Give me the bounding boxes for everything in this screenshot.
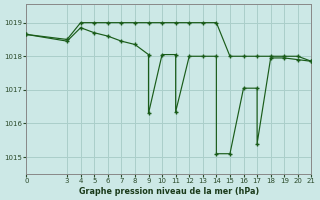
X-axis label: Graphe pression niveau de la mer (hPa): Graphe pression niveau de la mer (hPa) [79, 187, 259, 196]
